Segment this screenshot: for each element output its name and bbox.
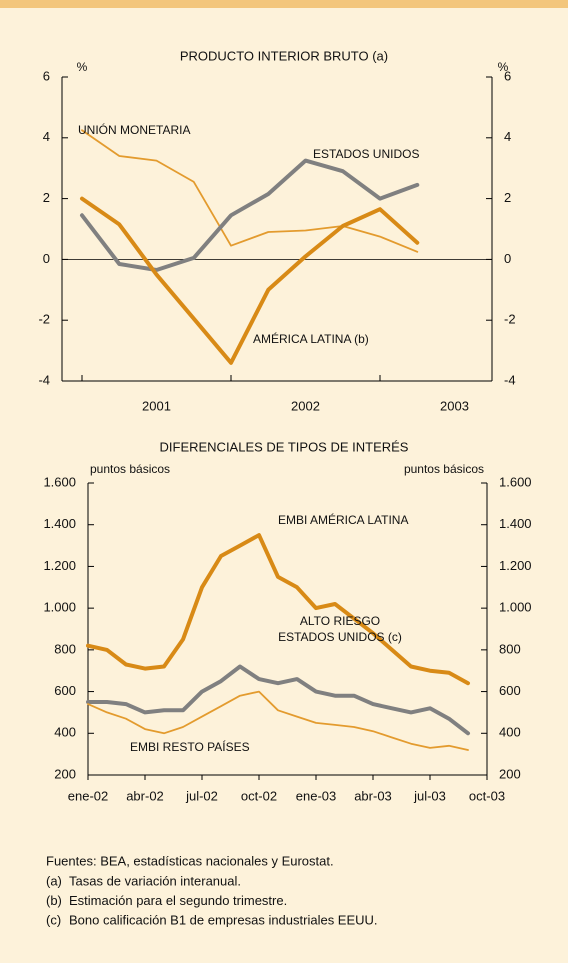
y-tick-label: 1.400 [43,516,76,531]
note-text: Estimación para el segundo trimestre. [69,893,287,908]
y-tick-label: 400 [499,725,521,740]
chart-title: DIFERENCIALES DE TIPOS DE INTERÉS [160,439,409,454]
note-text: Bono calificación B1 de empresas industr… [69,912,378,927]
series-label: ESTADOS UNIDOS [313,147,419,161]
y-tick-label: 1.400 [499,516,532,531]
y-tick-label: -4 [504,372,516,387]
y-tick-label: 1.600 [499,474,532,489]
top-band [0,0,568,8]
y-tick-label: -2 [38,312,50,327]
y-unit: % [77,60,88,74]
y2-unit: puntos básicos [404,462,484,476]
y-tick-label: 600 [54,683,76,698]
y-tick-label: 0 [43,251,50,266]
series-line [80,158,420,272]
note-marker: (a) [46,873,62,888]
y-tick-label: 2 [504,190,511,205]
series-line [87,690,469,751]
y2-unit: % [498,60,509,74]
series-label: EMBI RESTO PAÍSES [130,739,250,754]
x-tick-label: abr-03 [354,788,392,803]
y-tick-label: 800 [54,641,76,656]
y-tick-label: 200 [499,766,521,781]
y-tick-label: 6 [504,68,511,83]
y-tick-label: 2 [43,190,50,205]
y-tick-label: 1.600 [43,474,76,489]
x-tick-label: ene-03 [296,788,336,803]
note-marker: (c) [46,912,61,927]
chart-title: PRODUCTO INTERIOR BRUTO (a) [180,48,388,63]
x-tick-label: jul-03 [413,788,446,803]
y-unit: puntos básicos [90,462,170,476]
y-tick-label: 6 [43,68,50,83]
y-tick-label: 800 [499,641,521,656]
series-line [86,533,470,686]
x-tick-label: abr-02 [126,788,164,803]
x-group-label: 2002 [291,398,320,413]
note-text: Tasas de variación interanual. [69,873,241,888]
y-tick-label: 1.000 [499,600,532,615]
y-tick-label: -2 [504,312,516,327]
series-line [81,129,419,253]
source-note: Fuentes: BEA, estadísticas nacionales y … [46,853,334,868]
series-label: AMÉRICA LATINA (b) [253,331,369,346]
series-line [80,196,420,365]
y-tick-label: 600 [499,683,521,698]
series-label: UNIÓN MONETARIA [78,122,190,137]
series-line [86,664,470,736]
series-label: ALTO RIESGO ESTADOS UNIDOS (c) [278,614,402,644]
x-tick-label: oct-03 [469,788,505,803]
x-group-label: 2001 [142,398,171,413]
y-tick-label: 200 [54,766,76,781]
y-tick-label: 1.200 [499,558,532,573]
y-tick-label: 0 [504,251,511,266]
y-tick-label: 1.200 [43,558,76,573]
y-tick-label: 400 [54,725,76,740]
x-tick-label: ene-02 [68,788,108,803]
series-label: EMBI AMÉRICA LATINA [278,512,408,527]
y-tick-label: -4 [38,372,50,387]
y-tick-label: 4 [504,129,511,144]
x-tick-label: jul-02 [185,788,218,803]
y-tick-label: 1.000 [43,600,76,615]
y-tick-label: 4 [43,129,50,144]
note-marker: (b) [46,893,62,908]
x-group-label: 2003 [440,398,469,413]
x-tick-label: oct-02 [241,788,277,803]
